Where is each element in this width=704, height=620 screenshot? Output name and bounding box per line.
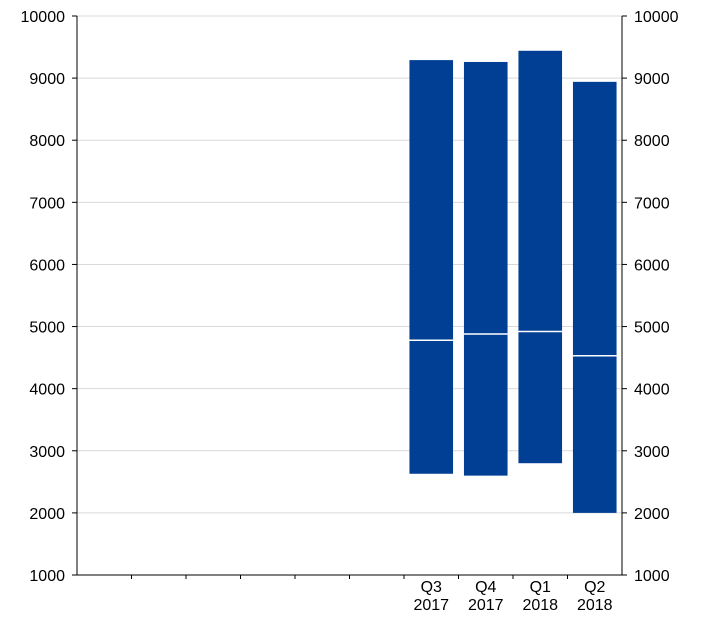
labels: 1000 1000 2000 2000 3000 3000 4000 4000 5000 5000… <box>21 9 679 614</box>
y-tick-label-left: 9000 <box>29 71 65 88</box>
x-tick-label-year: 2017 <box>468 597 504 614</box>
gridlines <box>77 15 622 514</box>
x-tick-label-year: 2018 <box>522 597 558 614</box>
y-tick-label-left: 7000 <box>29 195 65 212</box>
x-tick-label-year: 2018 <box>577 597 613 614</box>
x-tick-label-quarter: Q2 <box>584 579 605 596</box>
x-tick-label-quarter: Q3 <box>421 579 442 596</box>
y-tick-label-right: 10000 <box>634 9 679 26</box>
y-tick-label-right: 8000 <box>634 133 670 150</box>
y-tick-label-left: 1000 <box>29 568 65 585</box>
y-tick-label-left: 8000 <box>29 133 65 150</box>
y-tick-label-left: 6000 <box>29 257 65 274</box>
y-tick-label-left: 5000 <box>29 320 65 337</box>
y-tick-label-right: 7000 <box>634 195 670 212</box>
y-tick-label-right: 2000 <box>634 506 670 523</box>
range-bar <box>572 81 617 513</box>
bars <box>409 50 617 513</box>
x-tick-label-year: 2017 <box>413 597 449 614</box>
y-tick-label-right: 4000 <box>634 382 670 399</box>
axes <box>72 15 627 579</box>
y-tick-label-right: 9000 <box>634 71 670 88</box>
y-tick-label-left: 4000 <box>29 382 65 399</box>
y-tick-label-right: 6000 <box>634 257 670 274</box>
y-tick-label-right: 3000 <box>634 444 670 461</box>
y-tick-label-right: 5000 <box>634 320 670 337</box>
range-bar <box>463 61 508 476</box>
y-tick-label-right: 1000 <box>634 568 670 585</box>
y-tick-label-left: 2000 <box>29 506 65 523</box>
y-tick-label-left: 3000 <box>29 444 65 461</box>
x-tick-label-quarter: Q1 <box>530 579 551 596</box>
x-tick-label-quarter: Q4 <box>475 579 496 596</box>
y-tick-label-left: 10000 <box>21 9 66 26</box>
range-bar <box>518 50 563 464</box>
range-bar <box>409 60 454 474</box>
